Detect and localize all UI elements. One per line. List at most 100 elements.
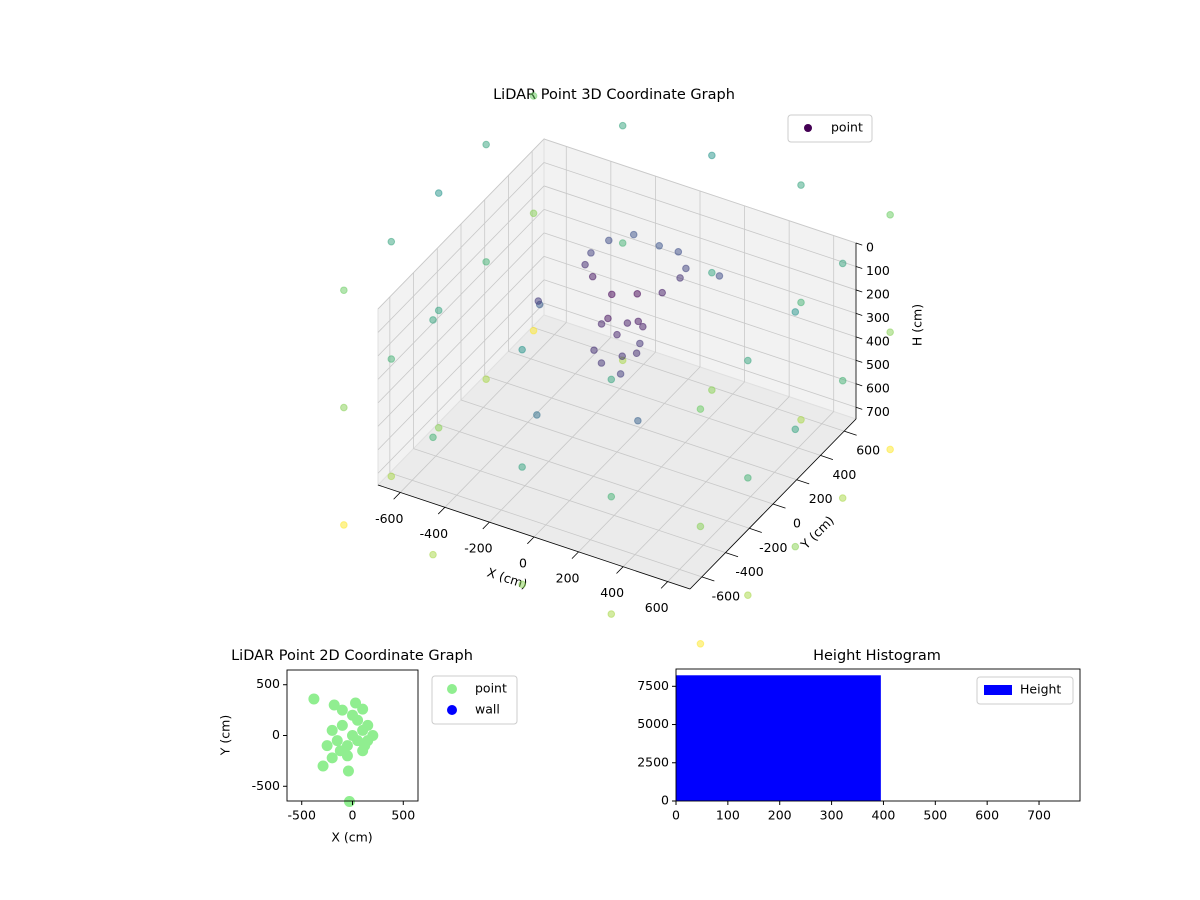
x-tick-label: -600	[375, 511, 403, 526]
tick-mark	[855, 406, 863, 410]
point	[838, 494, 847, 502]
point	[331, 735, 343, 747]
point	[791, 308, 800, 316]
point	[607, 375, 616, 384]
tick-mark	[725, 552, 739, 558]
tick-mark	[855, 266, 863, 269]
point	[618, 239, 627, 247]
tick-mark	[855, 359, 863, 363]
legend-marker	[447, 684, 457, 694]
point	[604, 314, 612, 323]
point	[886, 211, 894, 219]
point	[744, 591, 752, 600]
point	[359, 740, 371, 752]
point	[347, 709, 358, 721]
point	[655, 242, 664, 250]
y-tick-label: 200	[809, 491, 833, 506]
tick-mark	[855, 242, 863, 246]
y-tick-label: 0	[661, 793, 669, 808]
point	[482, 140, 490, 149]
point	[350, 697, 362, 709]
point	[708, 386, 716, 394]
grid-line	[377, 256, 545, 427]
chart-title: Height Histogram	[813, 648, 941, 664]
x-tick-label: 300	[820, 808, 844, 823]
point	[791, 425, 800, 434]
y-axis-line	[689, 418, 857, 590]
point	[534, 297, 543, 305]
y-tick-label: 2500	[637, 754, 669, 769]
x-tick-label: 0	[672, 808, 680, 823]
z-tick-label: 300	[866, 310, 890, 325]
point	[682, 264, 690, 273]
x-tick-label: 0	[519, 556, 527, 571]
chart-title: LiDAR Point 2D Coordinate Graph	[231, 648, 473, 664]
point	[597, 320, 606, 328]
legend-label: point	[831, 120, 863, 135]
point	[886, 445, 894, 454]
point	[336, 719, 348, 731]
y-tick-label: 5000	[637, 716, 669, 731]
grid-line	[413, 448, 726, 553]
point	[696, 639, 705, 648]
grid-line	[543, 185, 857, 291]
point	[482, 258, 490, 266]
grid-line	[437, 423, 750, 529]
bar	[676, 675, 881, 801]
tick-mark	[437, 507, 446, 515]
y-tick-label: -400	[735, 564, 763, 579]
x-tick-label: 400	[600, 585, 624, 600]
point	[581, 260, 589, 269]
point	[838, 259, 847, 268]
tick-mark	[855, 336, 863, 340]
tick-mark	[855, 383, 863, 387]
x-tick-label: 500	[923, 808, 947, 823]
point	[429, 550, 437, 559]
plot-frame	[675, 668, 1081, 802]
point	[482, 375, 490, 384]
point	[328, 699, 340, 711]
point	[367, 730, 379, 741]
legend-label: Height	[1020, 682, 1061, 697]
x-tick-label: 200	[556, 570, 580, 585]
tick-mark	[820, 455, 834, 460]
y-tick-label: -200	[759, 540, 787, 555]
grid-line	[377, 209, 545, 380]
point	[326, 724, 338, 736]
point	[676, 274, 684, 282]
point	[518, 580, 526, 589]
x-axis-label: X (cm)	[331, 830, 372, 845]
point	[744, 474, 752, 482]
point	[886, 328, 894, 336]
point	[336, 704, 348, 716]
point	[340, 403, 348, 412]
grid-line	[484, 375, 797, 481]
point	[597, 359, 606, 367]
point	[674, 248, 683, 256]
tick-mark	[482, 521, 490, 530]
legend-marker	[804, 124, 812, 132]
tick-mark	[616, 566, 624, 574]
point	[634, 416, 642, 425]
legend-marker	[447, 705, 457, 715]
tick-mark	[749, 527, 762, 533]
grid-line	[543, 302, 857, 408]
point	[797, 415, 805, 424]
tick-mark	[772, 503, 786, 509]
point	[623, 319, 632, 327]
point	[429, 316, 437, 324]
x-tick-label: 600	[645, 600, 669, 615]
legend-label: point	[475, 681, 507, 696]
point	[518, 463, 526, 471]
tick-mark	[844, 430, 857, 436]
x-tick-label: -200	[464, 541, 492, 556]
x-tick-label: 100	[716, 808, 740, 823]
point	[616, 370, 625, 378]
grid-line	[460, 399, 774, 505]
y-tick-label: 500	[256, 676, 280, 691]
point	[618, 352, 627, 360]
point	[607, 290, 616, 299]
z-tick-label: 100	[866, 263, 890, 278]
point	[334, 745, 346, 757]
